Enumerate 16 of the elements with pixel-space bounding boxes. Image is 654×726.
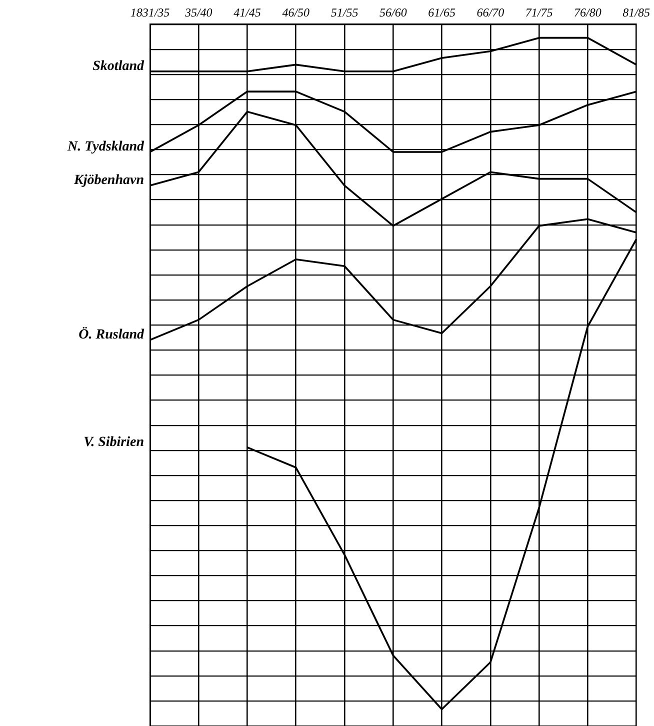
series-label: Ö. Rusland (78, 326, 145, 343)
series-label: Kjöbenhavn (72, 173, 144, 188)
series-label: Skotland (92, 59, 145, 74)
x-tick-label: 81/85 (622, 5, 650, 20)
x-tick-label: 61/65 (428, 5, 456, 20)
series-label: N. Tydskland (66, 140, 145, 155)
x-tick-label: 41/45 (234, 5, 261, 20)
x-tick-label: 71/75 (525, 5, 553, 20)
x-tick-label: 56/60 (379, 5, 407, 20)
x-tick-label: 76/80 (574, 5, 602, 20)
x-tick-label: 35/40 (184, 5, 212, 20)
x-tick-label: 46/50 (282, 5, 310, 20)
text: V. Sibirien (84, 434, 144, 450)
x-tick-label: 1831/35 (130, 5, 170, 20)
x-tick-label: 51/55 (330, 5, 358, 20)
x-tick-label: 66/70 (476, 5, 504, 20)
